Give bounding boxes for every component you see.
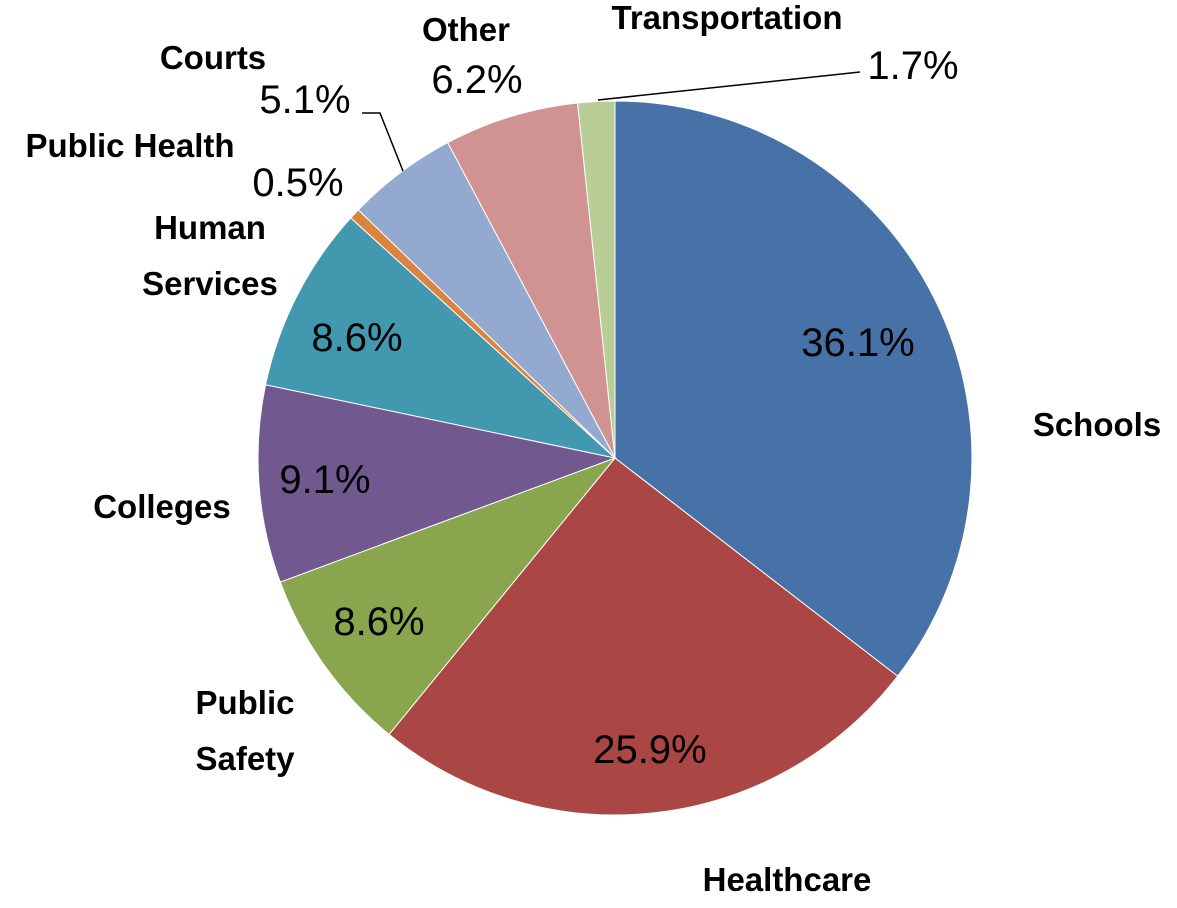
category-label: Courts [159,39,267,76]
value-label: 8.6% [311,316,403,360]
value-label: 9.1% [279,458,371,502]
category-label: Other [421,11,510,48]
value-label: 6.2% [431,58,523,102]
value-label: 25.9% [593,728,707,772]
value-label: 0.5% [252,161,344,205]
slices [257,100,973,816]
category-label: Transportation [611,0,843,36]
category-label: Colleges [93,488,231,525]
pie-slice [614,100,973,677]
category-label: Public Health [25,127,235,164]
pie-slice [447,102,616,459]
leader-line [362,112,404,172]
value-label: 36.1% [801,321,915,365]
pie-slice [577,100,616,459]
leader-line [597,71,861,101]
value-label: 1.7% [867,44,959,88]
value-label: 5.1% [259,78,351,122]
value-label: 8.6% [333,600,425,644]
pie-slice [257,384,617,583]
pie-slice [279,456,617,736]
category-label: Public Safety [195,684,295,777]
category-label: Human Services [142,209,278,302]
category-label: Schools [1032,406,1162,443]
pie-slice [388,457,899,816]
pie-slice [265,217,617,459]
category-label: Healthcare [702,861,872,898]
